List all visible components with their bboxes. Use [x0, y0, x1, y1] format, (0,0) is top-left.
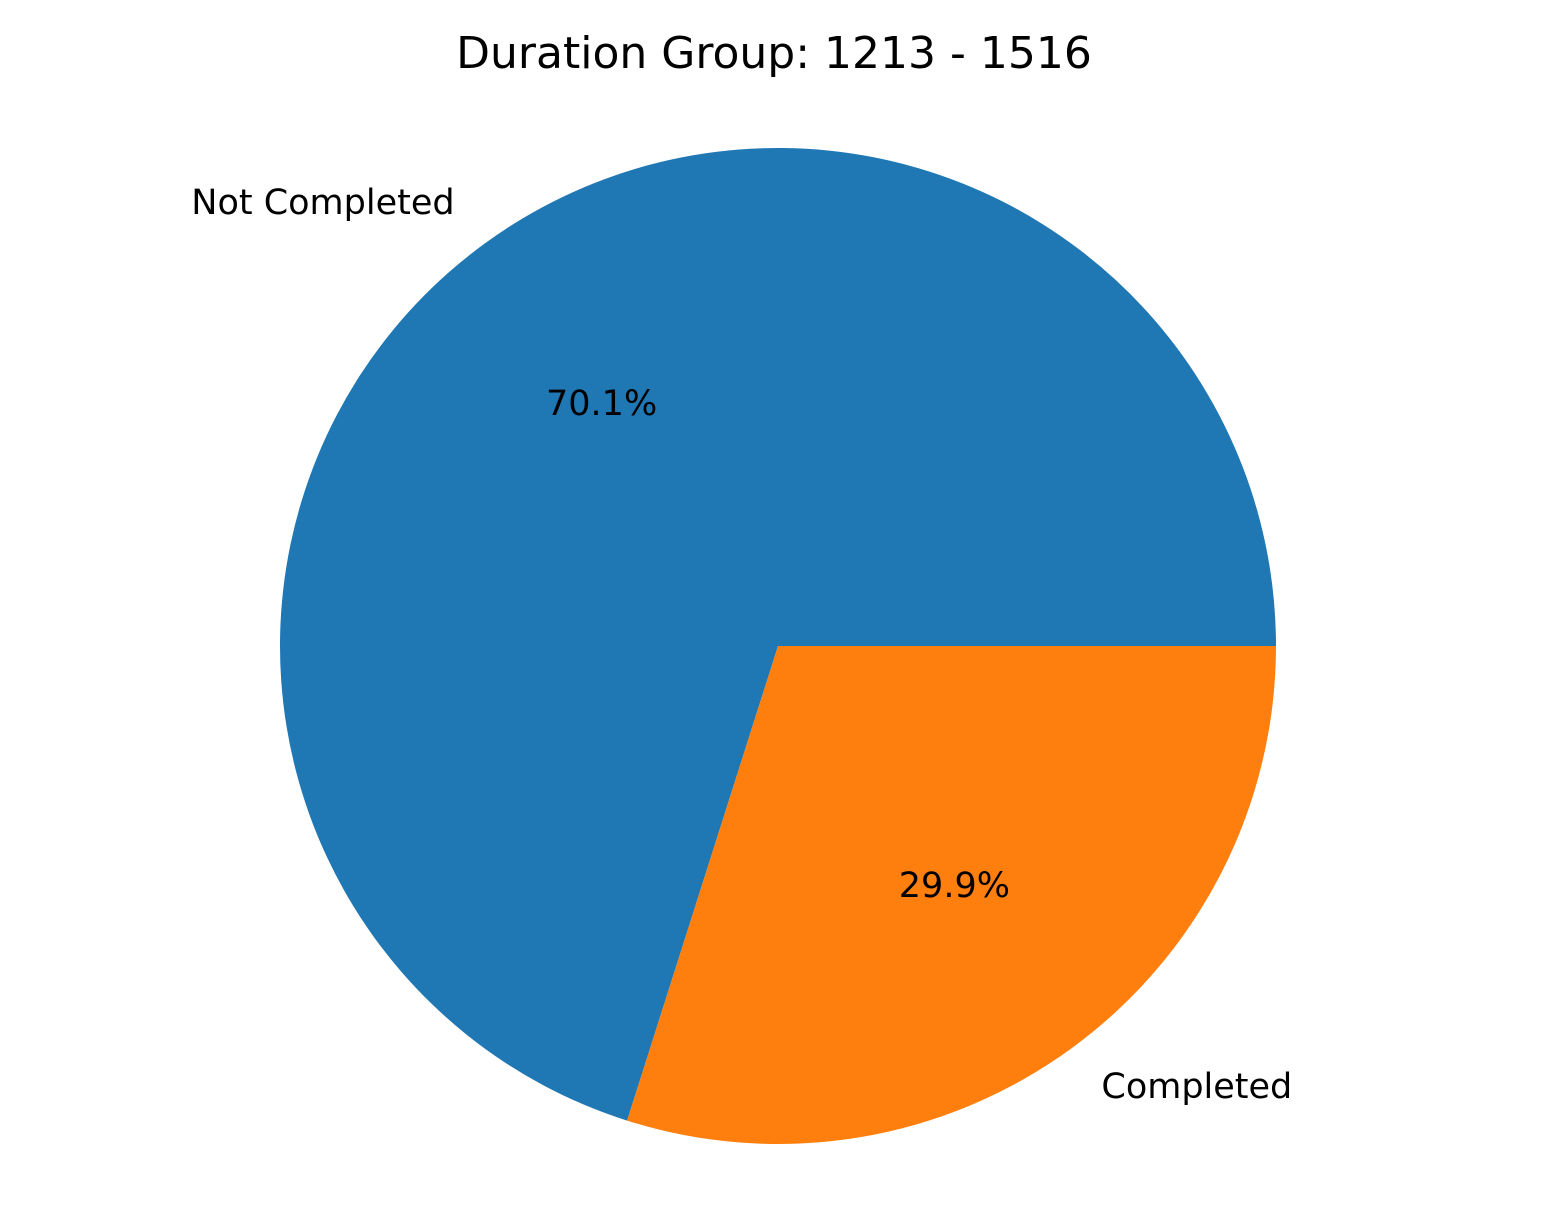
slice-label-completed: Completed: [1101, 1067, 1292, 1107]
pie-slice-not-completed: [280, 148, 1276, 1121]
percent-label-not-completed: 70.1%: [546, 384, 657, 424]
pie-labels: Not Completed 70.1% Completed 29.9%: [191, 183, 1292, 1107]
chart-title: Duration Group: 1213 - 1516: [456, 28, 1092, 79]
slice-label-not-completed: Not Completed: [191, 183, 454, 223]
pie-slices: [280, 148, 1276, 1144]
pie-slice-completed: [627, 646, 1276, 1144]
percent-label-completed: 29.9%: [899, 866, 1010, 906]
